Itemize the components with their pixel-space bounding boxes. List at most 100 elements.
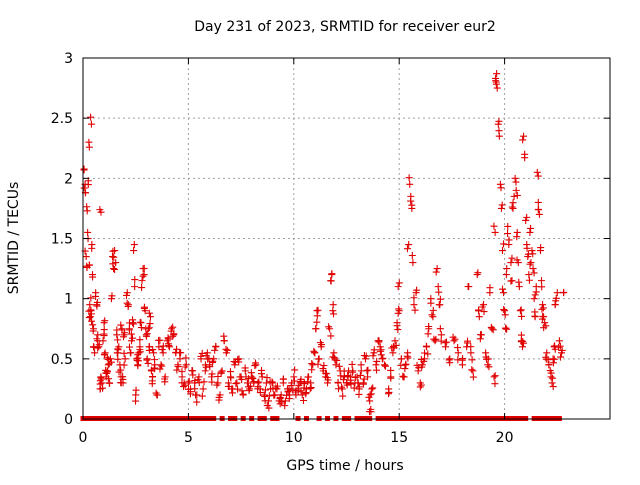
data-point (410, 294, 418, 302)
data-point (114, 336, 122, 344)
data-point (347, 380, 355, 388)
y-tick-label: 0.5 (51, 352, 73, 368)
data-point (428, 311, 436, 319)
data-point (169, 332, 177, 340)
data-point (395, 279, 403, 287)
data-point (537, 277, 545, 285)
data-point (537, 244, 545, 252)
data-point (509, 199, 517, 207)
data-point (500, 289, 508, 297)
data-point (533, 168, 541, 176)
data-point (493, 84, 501, 92)
data-point (327, 277, 335, 285)
data-point (135, 349, 143, 357)
data-point (526, 260, 534, 268)
data-point (339, 376, 347, 384)
data-point (195, 379, 203, 387)
data-point (520, 339, 528, 347)
data-point (155, 336, 163, 344)
data-point (393, 322, 401, 330)
data-point (518, 312, 526, 320)
data-point (545, 361, 553, 369)
data-point (134, 357, 142, 365)
data-point (110, 265, 118, 273)
data-point (208, 378, 216, 386)
data-point (433, 265, 441, 273)
data-point (511, 174, 519, 182)
data-point (557, 353, 565, 361)
data-point (129, 334, 137, 342)
data-point (106, 379, 114, 387)
data-point (530, 295, 538, 303)
data-point (373, 357, 381, 365)
data-point (356, 371, 364, 379)
data-point (486, 284, 494, 292)
data-point (157, 361, 165, 369)
data-point (121, 329, 129, 337)
data-point (519, 136, 527, 144)
data-point (338, 385, 346, 393)
data-point (105, 360, 113, 368)
data-point (407, 197, 415, 205)
data-point (430, 335, 438, 343)
data-point (552, 294, 560, 302)
data-point (319, 365, 327, 373)
data-point (186, 388, 194, 396)
data-point (245, 387, 253, 395)
data-point (475, 313, 483, 321)
data-point (87, 120, 95, 128)
data-point (464, 282, 472, 290)
data-point (532, 288, 540, 296)
y-tick-label: 1.5 (51, 232, 73, 248)
data-point (85, 261, 93, 269)
data-point (337, 372, 345, 380)
x-axis-label: GPS time / hours (286, 458, 403, 474)
data-point (344, 371, 352, 379)
data-point (429, 306, 437, 314)
data-point (367, 390, 375, 398)
data-point (149, 346, 157, 354)
data-point (87, 310, 95, 318)
data-point (478, 303, 486, 311)
data-point (156, 365, 164, 373)
data-point (84, 228, 92, 236)
data-point (547, 369, 555, 377)
data-point (87, 294, 95, 302)
data-point (540, 324, 548, 332)
data-point (505, 236, 513, 244)
data-point (247, 369, 255, 377)
data-point (228, 389, 236, 397)
data-point (302, 390, 310, 398)
data-point (140, 264, 148, 272)
data-point (501, 307, 509, 315)
grid-lines (83, 58, 610, 419)
data-point (538, 283, 546, 291)
data-point (87, 113, 95, 121)
data-point (99, 384, 107, 392)
data-point (101, 317, 109, 325)
data-point (82, 253, 90, 261)
data-point (97, 375, 105, 383)
data-point (454, 344, 462, 352)
data-point (130, 320, 138, 328)
data-point (132, 386, 140, 394)
data-point (327, 332, 335, 340)
data-point (146, 313, 154, 321)
data-point (129, 316, 137, 324)
data-point (394, 283, 402, 291)
data-point (467, 349, 475, 357)
data-point (145, 324, 153, 332)
data-point (290, 377, 298, 385)
data-point (549, 359, 557, 367)
data-point (316, 339, 324, 347)
data-point (541, 319, 549, 327)
data-point (236, 373, 244, 381)
data-point (497, 184, 505, 192)
data-point (164, 340, 172, 348)
data-point (173, 366, 181, 374)
data-point (182, 354, 190, 362)
data-point (436, 295, 444, 303)
data-point (432, 268, 440, 276)
data-point (130, 247, 138, 255)
